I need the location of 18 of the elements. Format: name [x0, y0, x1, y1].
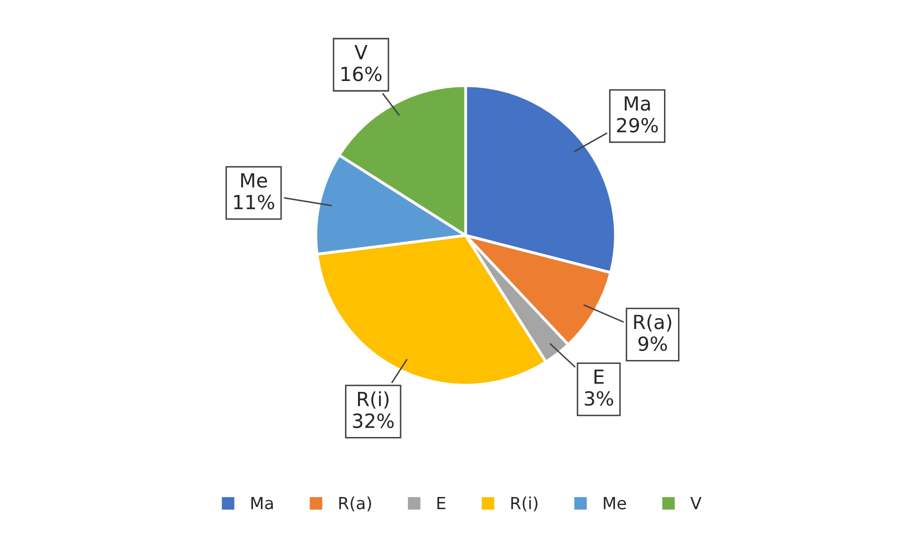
- slice-label: E: [594, 370, 604, 384]
- legend-label: V: [690, 497, 702, 510]
- data-label: 32%: [353, 413, 394, 428]
- legend-label: R(i): [511, 496, 538, 512]
- data-label: 11%: [234, 194, 274, 210]
- slice-label: R(a): [634, 314, 672, 332]
- data-label: 29%: [617, 118, 658, 133]
- slice-label: V: [354, 45, 368, 60]
- data-label: 9%: [638, 336, 667, 352]
- data-label: 3%: [584, 391, 614, 406]
- slice-label: Me: [241, 173, 267, 188]
- slice-label: Ma: [624, 96, 650, 111]
- slice-label: R(i): [358, 391, 389, 409]
- data-label: 16%: [342, 66, 382, 82]
- legend-label: Me: [604, 497, 626, 510]
- legend-label: R(a): [339, 496, 372, 512]
- legend-label: E: [437, 497, 446, 510]
- legend-label: Ma: [251, 497, 273, 510]
